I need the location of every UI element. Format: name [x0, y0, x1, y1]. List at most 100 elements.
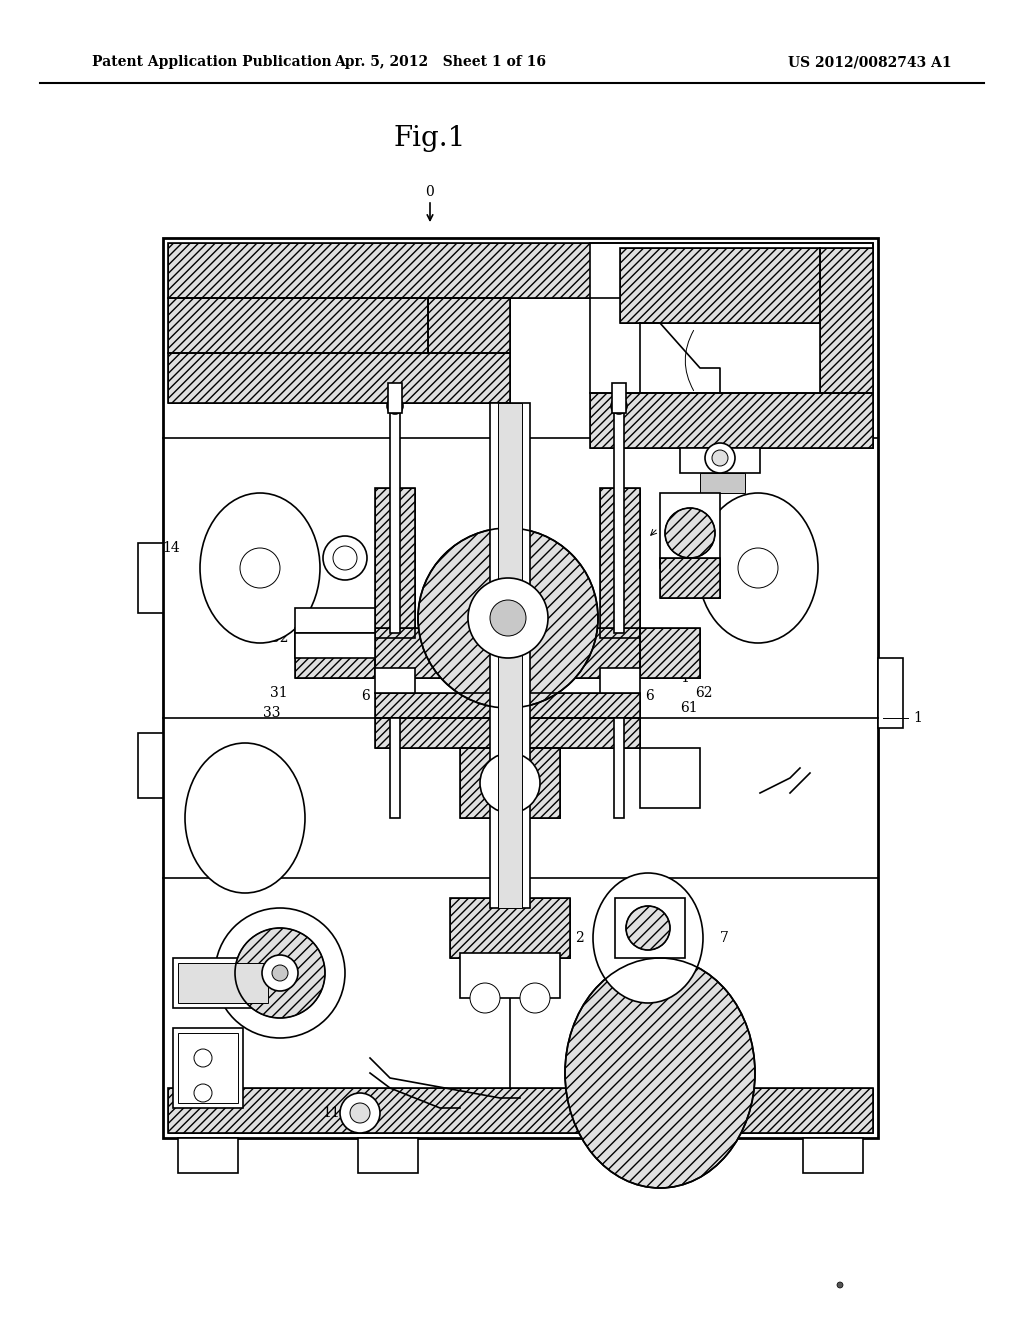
Bar — [660, 558, 720, 598]
Bar — [390, 403, 400, 634]
Text: Apr. 5, 2012   Sheet 1 of 16: Apr. 5, 2012 Sheet 1 of 16 — [334, 55, 546, 69]
Ellipse shape — [565, 958, 755, 1188]
Text: 51: 51 — [660, 519, 678, 533]
Bar — [623, 1138, 683, 1173]
Bar — [295, 609, 375, 634]
Circle shape — [470, 983, 500, 1012]
Bar — [375, 693, 640, 718]
Circle shape — [333, 546, 357, 570]
Circle shape — [705, 444, 735, 473]
Bar — [612, 383, 626, 413]
Circle shape — [418, 528, 598, 708]
Text: 0: 0 — [426, 185, 434, 199]
Text: 61: 61 — [680, 701, 697, 715]
Circle shape — [215, 908, 345, 1038]
Bar — [375, 488, 415, 638]
Text: Fig.1: Fig.1 — [394, 124, 466, 152]
Bar — [620, 248, 820, 323]
Bar — [450, 898, 570, 958]
Circle shape — [234, 928, 325, 1018]
Ellipse shape — [185, 743, 305, 894]
Text: 6: 6 — [645, 689, 653, 704]
Circle shape — [665, 508, 715, 558]
Bar — [878, 657, 903, 729]
Circle shape — [738, 548, 778, 587]
Bar — [375, 693, 640, 718]
Bar — [590, 393, 873, 447]
Text: Patent Application Publication: Patent Application Publication — [92, 55, 332, 69]
Circle shape — [712, 450, 728, 466]
Bar — [375, 668, 415, 693]
Bar — [375, 718, 640, 748]
Text: 10: 10 — [172, 966, 190, 979]
Bar — [168, 352, 510, 403]
Text: 4: 4 — [680, 671, 689, 685]
Text: 1: 1 — [913, 711, 922, 725]
Bar — [820, 248, 873, 393]
Circle shape — [194, 1049, 212, 1067]
Bar — [375, 628, 640, 678]
Bar — [168, 243, 873, 298]
Text: 31: 31 — [270, 686, 288, 700]
Bar — [428, 298, 510, 352]
Text: 9: 9 — [197, 981, 205, 995]
Text: 62: 62 — [695, 686, 713, 700]
Bar — [375, 488, 415, 638]
Bar — [163, 238, 878, 1138]
Text: 15: 15 — [193, 816, 210, 830]
Bar — [640, 748, 700, 808]
Bar — [498, 403, 522, 908]
Bar — [178, 1138, 238, 1173]
Bar — [295, 628, 375, 678]
Bar — [375, 718, 640, 748]
Bar — [168, 352, 510, 403]
Bar — [614, 403, 624, 634]
Circle shape — [194, 1084, 212, 1102]
Bar — [168, 243, 873, 298]
Bar — [660, 492, 720, 568]
Circle shape — [468, 578, 548, 657]
Text: 5: 5 — [361, 663, 370, 677]
Bar — [178, 964, 268, 1003]
Circle shape — [480, 752, 540, 813]
Bar — [138, 733, 163, 799]
Ellipse shape — [200, 492, 319, 643]
Text: 6: 6 — [361, 689, 370, 704]
Bar — [615, 898, 685, 958]
Bar — [295, 634, 375, 657]
Bar — [640, 628, 700, 678]
Bar — [660, 558, 720, 598]
Bar — [590, 243, 873, 393]
Bar — [173, 958, 273, 1008]
Bar — [460, 748, 560, 818]
Text: 8: 8 — [620, 1101, 629, 1115]
Bar — [640, 628, 700, 678]
Bar — [168, 298, 428, 352]
Circle shape — [340, 1093, 380, 1133]
Text: US 2012/0082743 A1: US 2012/0082743 A1 — [788, 55, 952, 69]
Circle shape — [262, 954, 298, 991]
Bar — [375, 628, 640, 678]
Text: 52: 52 — [695, 556, 713, 570]
Bar — [620, 248, 820, 323]
Circle shape — [387, 399, 403, 414]
Bar — [168, 298, 428, 352]
Text: 5: 5 — [645, 663, 653, 677]
Bar — [490, 403, 530, 908]
Ellipse shape — [593, 873, 703, 1003]
Bar — [600, 668, 640, 693]
Bar — [138, 543, 163, 612]
Circle shape — [272, 965, 288, 981]
Circle shape — [323, 536, 367, 579]
Text: 3: 3 — [735, 525, 743, 540]
Bar — [820, 248, 873, 393]
Bar — [388, 383, 402, 413]
Bar — [178, 1034, 238, 1104]
Bar — [450, 898, 570, 958]
Bar — [590, 393, 873, 447]
Bar — [173, 1028, 243, 1107]
Text: 7: 7 — [720, 931, 729, 945]
Text: 2: 2 — [575, 931, 584, 945]
Circle shape — [490, 601, 526, 636]
Bar — [295, 628, 375, 678]
